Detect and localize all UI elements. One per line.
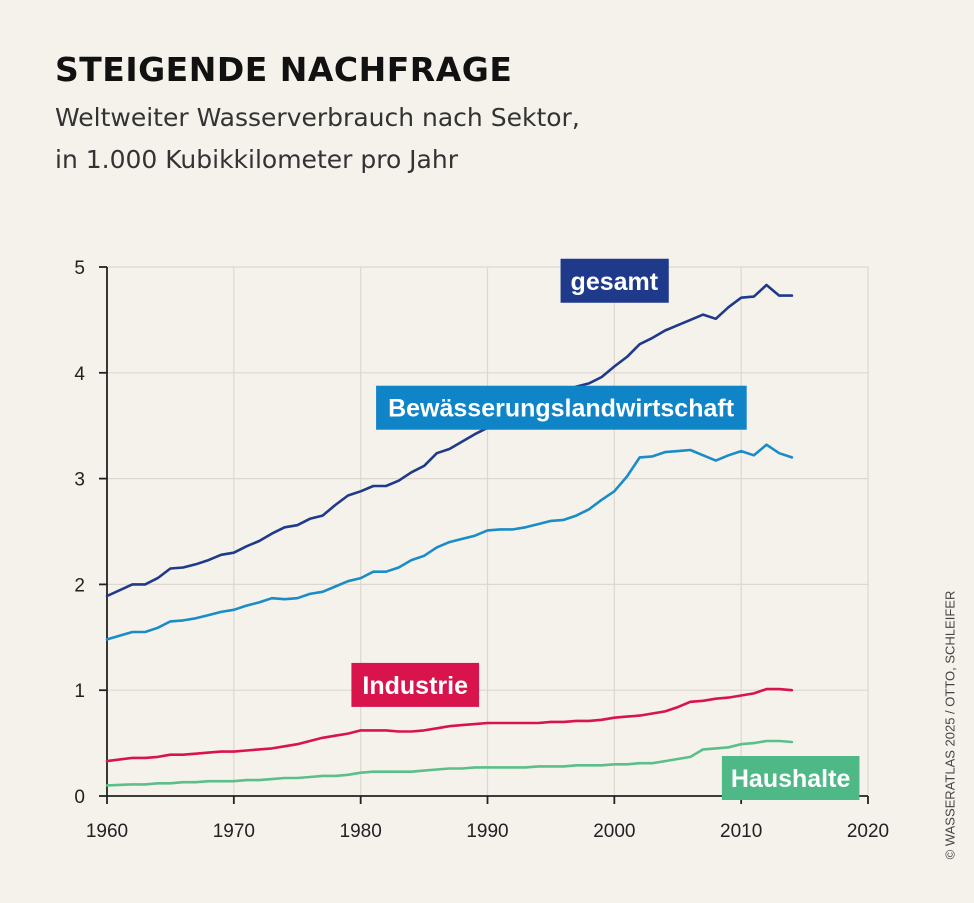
series-label-gesamt: gesamt — [560, 258, 669, 303]
series-line-bewässerungslandwirtschaft — [105, 443, 794, 641]
series-lines — [105, 283, 794, 787]
y-tick-label-5: 5 — [74, 258, 85, 279]
series-label-industrie: Industrie — [351, 662, 480, 707]
x-tick-label-1990: 1990 — [466, 821, 508, 842]
chart-subtitle: Weltweiter Wasserverbrauch nach Sektor, … — [55, 97, 580, 181]
series-label-box — [376, 385, 747, 430]
y-tick-label-4: 4 — [74, 364, 85, 385]
series-labels: gesamt Bewässerungslandwirtschaft Industri… — [351, 258, 860, 801]
credit-text: © WASSERATLAS 2025 / OTTO, SCHLEIFER — [942, 590, 958, 860]
chart-title: STEIGENDE NACHFRAGE — [55, 50, 513, 89]
series-label-text: Haushalte — [731, 765, 851, 793]
y-tick-label-1: 1 — [74, 681, 85, 702]
x-tick-label-2020: 2020 — [847, 821, 889, 842]
series-line-haushalte — [105, 739, 794, 787]
series-label-text: Industrie — [362, 672, 468, 700]
series-label-bewässerungslandwirtschaft: Bewässerungslandwirtschaft — [376, 385, 747, 430]
y-tick-label-2: 2 — [74, 575, 85, 596]
series-label-box — [351, 662, 480, 707]
y-tick-label-0: 0 — [74, 787, 85, 808]
series-label-haushalte: Haushalte — [721, 756, 860, 801]
series-line-gesamt — [105, 283, 794, 598]
subtitle-line-1: Weltweiter Wasserverbrauch nach Sektor, — [55, 103, 580, 132]
x-tick-label-1960: 1960 — [86, 821, 128, 842]
grid-lines — [107, 266, 869, 796]
subtitle-line-2: in 1.000 Kubikkilometer pro Jahr — [55, 145, 459, 174]
series-label-box — [560, 258, 669, 303]
x-tick-label-2000: 2000 — [593, 821, 635, 842]
series-label-box — [721, 756, 860, 801]
series-label-text: Bewässerungslandwirtschaft — [388, 395, 735, 423]
x-tick-label-1980: 1980 — [340, 821, 382, 842]
series-line-industrie — [105, 687, 794, 763]
series-label-text: gesamt — [571, 268, 659, 296]
x-tick-label-1970: 1970 — [213, 821, 255, 842]
y-tick-label-3: 3 — [74, 470, 85, 491]
x-tick-label-2010: 2010 — [720, 821, 762, 842]
